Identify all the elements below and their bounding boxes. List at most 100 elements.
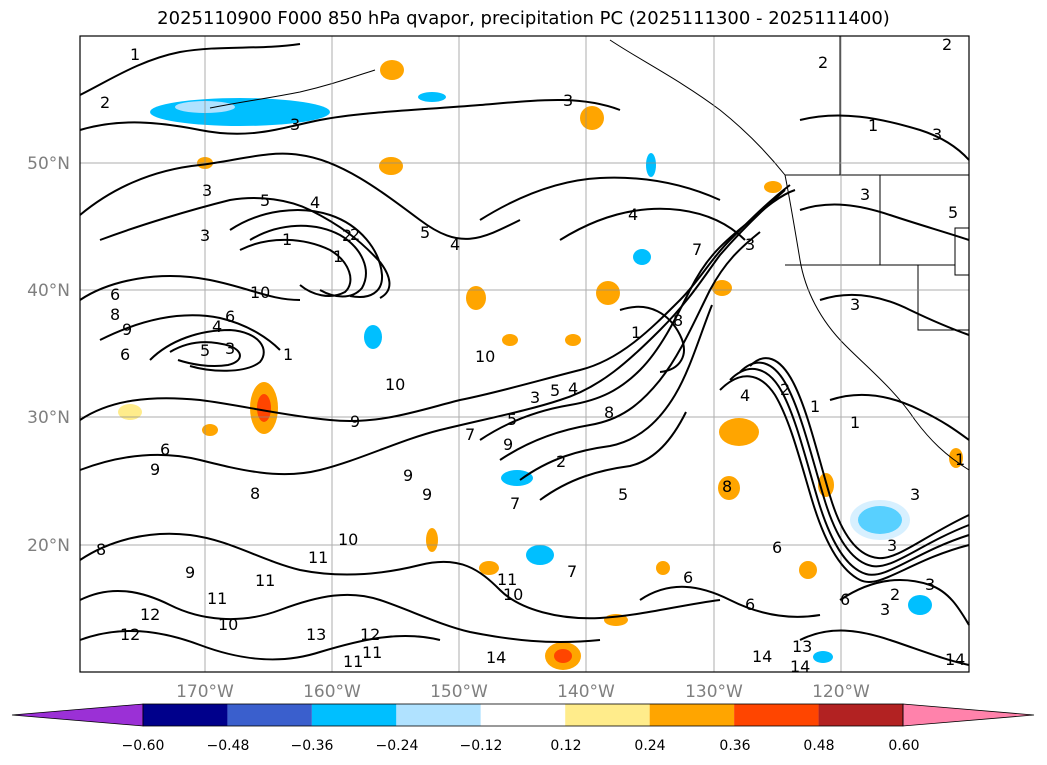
contour-label: 8 [250, 484, 260, 503]
contour-label: 5 [260, 191, 270, 210]
map-panel [80, 36, 969, 672]
contour-label: 10 [338, 530, 358, 549]
contour-label: 1 [631, 323, 641, 342]
contour-label: 13 [306, 625, 326, 644]
lon-label-170w: 170°W [176, 682, 234, 702]
map-border [79, 35, 970, 673]
contour-label: 3 [910, 485, 920, 504]
contour-label: 3 [860, 185, 870, 204]
lon-label-120w: 120°W [812, 682, 870, 702]
contour-label: 9 [185, 563, 195, 582]
contour-label: 3 [925, 575, 935, 594]
contour-label: 1 [868, 116, 878, 135]
lat-label-40n: 40°N [27, 281, 70, 301]
longitude-labels: 170°W 160°W 150°W 140°W 130°W 120°W [176, 682, 870, 702]
contour-label: 11 [343, 652, 363, 671]
contour-label: 3 [932, 125, 942, 144]
precip-patch [949, 448, 963, 468]
precip-patch [502, 334, 518, 346]
contour-label: 3 [563, 91, 573, 110]
contour-label: 8 [110, 305, 120, 324]
contour-label: 14 [790, 657, 810, 676]
contour-label: 9 [122, 320, 132, 339]
colorbar-segment [565, 704, 650, 726]
contour-label: 3 [887, 536, 897, 555]
colorbar-ticks: −0.60 −0.48 −0.36 −0.24 −0.12 0.12 0.24 … [122, 738, 920, 754]
contour-label: 3 [225, 339, 235, 358]
latitude-labels: 50°N 40°N 30°N 20°N [27, 154, 70, 556]
contour-label: 6 [745, 595, 755, 614]
contour-label: 12 [360, 625, 380, 644]
contour-label: 2 [350, 225, 360, 244]
colorbar-segment [396, 704, 481, 726]
contour-label: 8 [673, 311, 683, 330]
contour-label: 11 [308, 548, 328, 567]
contour-label: 3 [530, 388, 540, 407]
precip-patch [799, 561, 817, 579]
colorbar-segment [649, 704, 735, 726]
colorbar-tick-label: −0.24 [376, 738, 419, 754]
contour-label: 2 [100, 93, 110, 112]
contour-label: 2 [780, 380, 790, 399]
precip-patch [380, 60, 404, 80]
precip-patch [580, 106, 604, 130]
contour-label: 7 [510, 494, 520, 513]
contour-label: 2 [556, 452, 566, 471]
contour-label: 5 [948, 203, 958, 222]
contour-label: 9 [503, 435, 513, 454]
contour-label: 12 [120, 625, 140, 644]
contour-label: 9 [350, 412, 360, 431]
contour-label: 7 [465, 425, 475, 444]
contour-label: 6 [683, 568, 693, 587]
contour-label: 5 [550, 381, 560, 400]
contour-label: 6 [772, 538, 782, 557]
precip-patch [554, 649, 572, 663]
contour-label: 8 [722, 477, 732, 496]
colorbar-tick-label: 0.24 [634, 738, 665, 754]
contour-label: 6 [160, 440, 170, 459]
contour-label: 4 [212, 317, 222, 336]
lon-label-150w: 150°W [430, 682, 488, 702]
contour-label: 2 [818, 53, 828, 72]
contour-label: 5 [618, 485, 628, 504]
contour-label: 13 [792, 637, 812, 656]
precip-patch [466, 286, 486, 310]
contour-label: 4 [568, 379, 578, 398]
lat-label-30n: 30°N [27, 408, 70, 428]
precip-patch [426, 528, 438, 552]
precip-patch [908, 595, 932, 615]
contour-label: 4 [310, 193, 320, 212]
precip-patch [379, 157, 403, 175]
colorbar-outline [142, 703, 904, 727]
colorbar-extend-high [902, 703, 1035, 727]
contour-label: 1 [955, 450, 965, 469]
colorbar-tick-label: 0.60 [888, 738, 919, 754]
colorbar [11, 703, 1035, 727]
contour-label: 6 [840, 590, 850, 609]
contour-label: 1 [810, 397, 820, 416]
precip-patch [479, 561, 499, 575]
colorbar-segment [143, 704, 228, 726]
contour-label: 2 [890, 585, 900, 604]
contour-label: 10 [503, 585, 523, 604]
contour-label: 4 [740, 386, 750, 405]
colorbar-tick-label: 0.12 [550, 738, 581, 754]
colorbar-segment [818, 704, 903, 726]
precip-patch [202, 424, 218, 436]
contour-label: 11 [362, 643, 382, 662]
contour-label: 7 [692, 240, 702, 259]
contour-label: 11 [207, 589, 227, 608]
contour-label: 10 [218, 615, 238, 634]
colorbar-tick-label: 0.48 [803, 738, 834, 754]
colorbar-segment [227, 704, 312, 726]
colorbar-segment [734, 704, 819, 726]
contour-label: 3 [880, 600, 890, 619]
contour-label: 6 [120, 345, 130, 364]
colorbar-segment [480, 704, 566, 726]
lon-label-160w: 160°W [303, 682, 361, 702]
contour-label: 1 [283, 345, 293, 364]
precip-patch [633, 249, 651, 265]
contour-label: 5 [200, 341, 210, 360]
contour-label: 8 [96, 540, 106, 559]
contour-label: 11 [497, 570, 517, 589]
